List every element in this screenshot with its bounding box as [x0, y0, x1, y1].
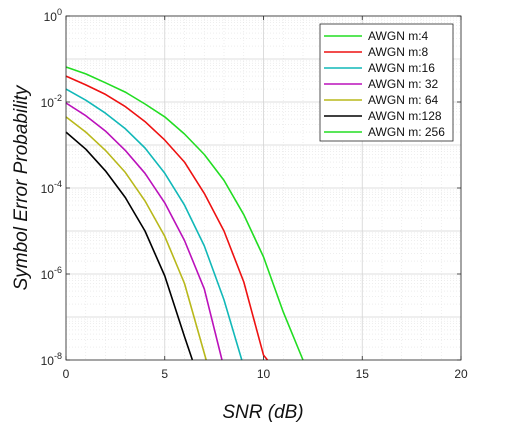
series-lines [65, 66, 304, 361]
y-axis-label: Symbol Error Probability [11, 84, 32, 290]
y-tick-label: 10-2 [41, 93, 62, 110]
y-tick-label: 10-6 [41, 265, 62, 282]
legend-label: AWGN m: 256 [368, 125, 445, 139]
legend: AWGN m:4 AWGN m:8 AWGN m:16 AWGN m: 32 AWGN … [319, 23, 454, 142]
series-line-awgn-m-8 [65, 75, 269, 361]
series-line-awgn-m-128 [65, 131, 194, 361]
series-line-awgn-m-16 [65, 88, 243, 361]
series-line-awgn-m-4 [65, 66, 304, 361]
legend-box [319, 23, 454, 142]
x-tick-label: 0 [63, 367, 70, 381]
y-tick-label: 10-8 [41, 351, 62, 368]
legend-label: AWGN m:16 [368, 61, 435, 75]
x-tick-label: 10 [257, 367, 271, 381]
y-axis-ticks: 100 10-2 10-4 10-6 10-8 [41, 7, 461, 368]
legend-label: AWGN m:8 [368, 45, 429, 59]
legend-label: AWGN m: 32 [368, 77, 439, 91]
legend-label: AWGN m:4 [368, 29, 429, 43]
x-axis-ticks: 0 5 10 15 20 [63, 16, 468, 381]
legend-label: AWGN m: 64 [368, 93, 439, 107]
legend-label: AWGN m:128 [368, 109, 442, 123]
series-line-awgn-m-32 [65, 102, 223, 361]
x-axis-label: SNR (dB) [222, 402, 303, 423]
x-tick-label: 20 [454, 367, 468, 381]
series-line-awgn-m-64 [65, 116, 207, 361]
y-tick-label: 100 [44, 7, 62, 24]
y-tick-label: 10-4 [41, 179, 62, 196]
x-tick-label: 5 [161, 367, 168, 381]
x-tick-label: 15 [356, 367, 370, 381]
